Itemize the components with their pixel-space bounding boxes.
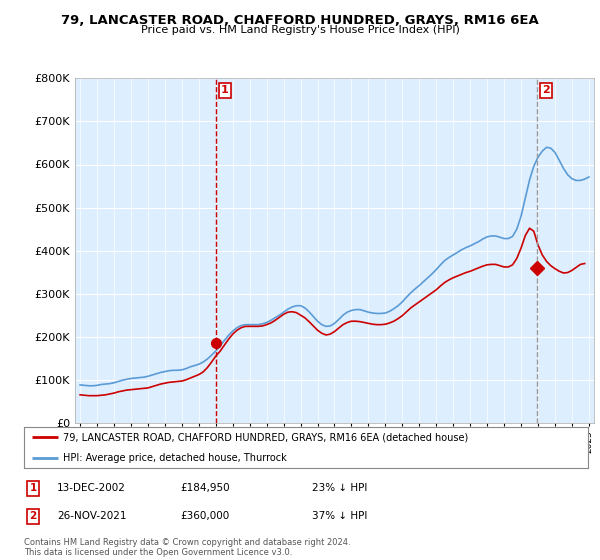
Text: 26-NOV-2021: 26-NOV-2021 <box>57 511 127 521</box>
Text: HPI: Average price, detached house, Thurrock: HPI: Average price, detached house, Thur… <box>64 452 287 463</box>
Text: 79, LANCASTER ROAD, CHAFFORD HUNDRED, GRAYS, RM16 6EA (detached house): 79, LANCASTER ROAD, CHAFFORD HUNDRED, GR… <box>64 432 469 442</box>
Text: £184,950: £184,950 <box>180 483 230 493</box>
Text: Contains HM Land Registry data © Crown copyright and database right 2024.
This d: Contains HM Land Registry data © Crown c… <box>24 538 350 557</box>
Text: Price paid vs. HM Land Registry's House Price Index (HPI): Price paid vs. HM Land Registry's House … <box>140 25 460 35</box>
Text: 13-DEC-2002: 13-DEC-2002 <box>57 483 126 493</box>
Text: 2: 2 <box>542 85 550 95</box>
Text: 37% ↓ HPI: 37% ↓ HPI <box>312 511 367 521</box>
Text: 1: 1 <box>29 483 37 493</box>
Text: 1: 1 <box>221 85 229 95</box>
Text: 79, LANCASTER ROAD, CHAFFORD HUNDRED, GRAYS, RM16 6EA: 79, LANCASTER ROAD, CHAFFORD HUNDRED, GR… <box>61 14 539 27</box>
Text: 23% ↓ HPI: 23% ↓ HPI <box>312 483 367 493</box>
Text: £360,000: £360,000 <box>180 511 229 521</box>
Text: 2: 2 <box>29 511 37 521</box>
